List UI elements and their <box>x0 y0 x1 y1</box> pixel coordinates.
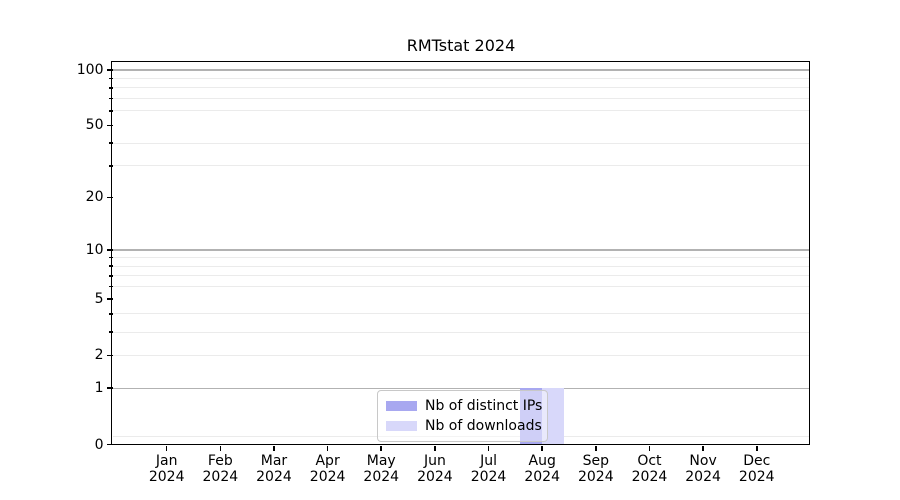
x-axis-tick-label: Feb 2024 <box>202 453 239 485</box>
legend-entry-downloads: Nb of downloads <box>386 416 542 436</box>
x-axis-tick-label: Mar 2024 <box>256 453 292 485</box>
x-axis-tick <box>219 446 222 452</box>
x-axis-tick <box>273 446 275 452</box>
legend-entry-distinct-ips: Nb of distinct IPs <box>386 396 542 416</box>
x-axis-tick <box>595 446 597 452</box>
x-axis-tick-label: Apr 2024 <box>309 453 346 485</box>
y-axis-tick <box>107 249 113 251</box>
y-axis-tick-label: 50 <box>85 117 104 134</box>
x-axis-tick <box>541 446 543 452</box>
y-axis-tick-label: 10 <box>85 241 104 258</box>
y-axis-tick-label: 100 <box>76 62 104 78</box>
x-axis-tick <box>487 446 490 452</box>
y-axis-minor-tick <box>109 142 113 144</box>
bar-distinct-ips <box>520 388 543 445</box>
legend-label-distinct-ips: Nb of distinct IPs <box>425 398 543 414</box>
y-axis-minor-tick <box>109 313 113 315</box>
y-axis-minor-tick <box>109 87 113 89</box>
x-axis-tick-label: Jun 2024 <box>417 453 453 485</box>
y-axis-tick-label: 20 <box>85 189 104 206</box>
x-axis-tick <box>434 446 436 452</box>
y-axis-minor-tick <box>109 274 113 277</box>
legend-swatch-distinct-ips <box>386 401 417 411</box>
y-axis-minor-tick <box>109 331 113 333</box>
y-axis-minor-tick <box>109 110 113 112</box>
y-axis-tick <box>107 443 113 446</box>
x-axis-tick <box>380 446 383 452</box>
y-axis-minor-tick <box>109 256 113 259</box>
x-axis-tick-label: Sep 2024 <box>577 453 614 485</box>
plot-area <box>111 60 810 445</box>
x-axis-tick-label: Dec 2024 <box>738 453 775 485</box>
y-axis-minor-tick <box>109 97 113 100</box>
y-axis-tick <box>107 196 113 199</box>
y-axis-tick <box>107 69 113 71</box>
y-axis-tick <box>107 124 113 127</box>
legend: Nb of distinct IPs Nb of downloads <box>377 390 549 442</box>
x-axis-tick <box>648 446 651 452</box>
y-axis-tick <box>107 354 113 357</box>
x-axis-tick-label: Jul 2024 <box>470 453 507 485</box>
x-axis-tick-label: Oct 2024 <box>631 453 668 485</box>
y-axis-tick-label: 0 <box>94 436 104 453</box>
legend-label-downloads: Nb of downloads <box>425 418 542 434</box>
x-axis-tick <box>165 446 168 452</box>
y-axis-tick-label: 5 <box>94 291 104 308</box>
y-axis-minor-tick <box>109 165 113 167</box>
x-axis-tick-label: Aug 2024 <box>524 453 560 485</box>
x-axis-tick-label: May 2024 <box>363 453 400 485</box>
y-axis-minor-tick <box>109 265 113 267</box>
x-axis-tick-label: Nov 2024 <box>685 453 721 485</box>
y-axis-minor-tick <box>109 285 113 288</box>
y-axis-tick-label: 1 <box>94 380 104 397</box>
y-axis-tick <box>107 387 113 390</box>
legend-swatch-downloads <box>386 421 417 431</box>
x-axis-tick-label: Jan 2024 <box>148 453 185 485</box>
y-axis-minor-tick <box>109 77 113 80</box>
x-axis-tick <box>326 446 329 452</box>
y-axis-tick-label: 2 <box>94 347 104 364</box>
chart-title: RMTstat 2024 <box>406 36 516 55</box>
y-axis-tick <box>107 298 113 300</box>
x-axis-tick <box>755 446 758 452</box>
x-axis-tick <box>702 446 704 452</box>
